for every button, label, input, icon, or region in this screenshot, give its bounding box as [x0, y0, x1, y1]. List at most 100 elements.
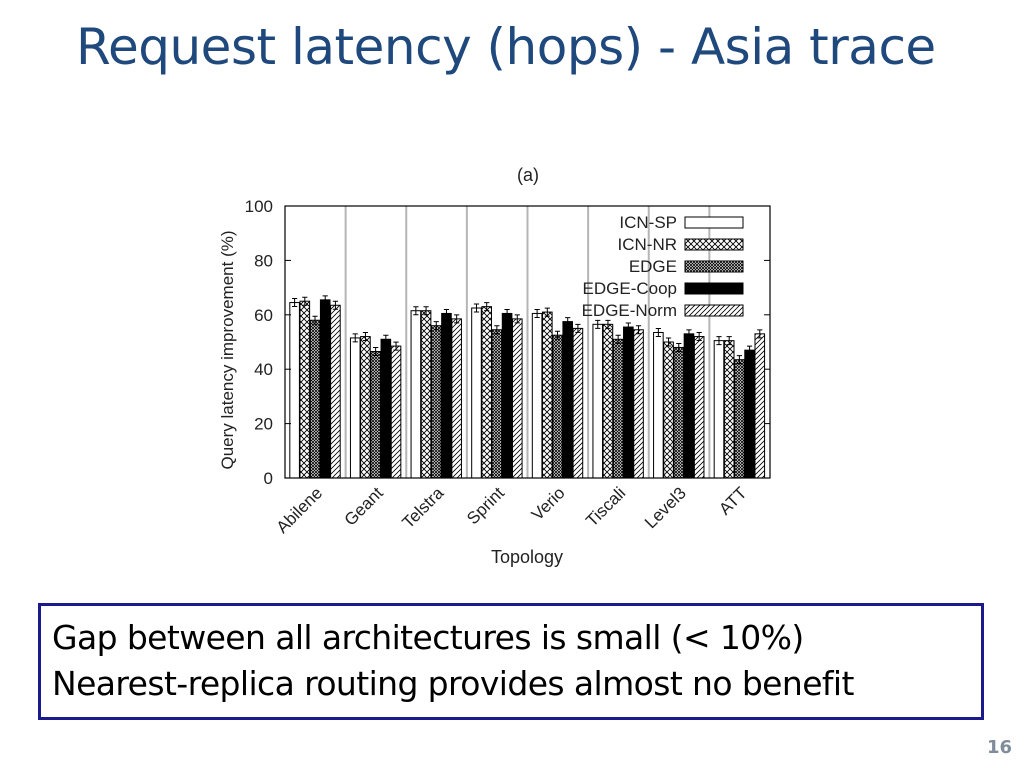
error-bar	[332, 300, 339, 310]
bar	[309, 319, 321, 479]
x-tick-label: Abilene	[273, 483, 327, 537]
y-tick-label: 100	[245, 197, 273, 216]
error-bar	[554, 330, 561, 340]
error-bar	[443, 308, 450, 318]
bar	[501, 312, 513, 479]
error-bar	[615, 334, 621, 344]
legend-swatch	[684, 304, 744, 317]
error-bar	[635, 325, 642, 335]
callout-line-2: Nearest-replica routing provides almost …	[52, 664, 854, 703]
bar	[602, 323, 614, 479]
bar-chart: (a) Query latency improvement (%) Topolo…	[218, 165, 771, 567]
error-bar	[484, 302, 490, 312]
error-bar	[433, 321, 439, 331]
bar	[370, 351, 381, 479]
bar	[552, 334, 563, 479]
legend-label: ICN-SP	[619, 213, 677, 232]
x-tick-label: ATT	[715, 483, 750, 518]
page-number: 16	[986, 737, 1012, 758]
legend-swatch	[684, 260, 744, 273]
error-bar	[726, 336, 732, 346]
legend-label: EDGE-Coop	[583, 279, 677, 298]
bar	[420, 310, 432, 479]
legend-label: EDGE-Norm	[582, 301, 677, 320]
chart-legend: ICN-SP ICN-NR EDGE EDGE-Coop EDGE-Norm	[582, 213, 744, 320]
grid-lines	[344, 206, 711, 478]
x-tick-label: Tiscali	[582, 483, 629, 530]
error-bar	[534, 308, 540, 318]
bar	[330, 304, 341, 479]
error-bar	[716, 336, 722, 346]
error-bar	[413, 306, 419, 316]
error-bar	[625, 322, 631, 332]
x-tick-label: Sprint	[463, 483, 508, 528]
bar	[734, 359, 745, 479]
y-tick-label: 40	[254, 360, 273, 379]
error-bar	[352, 333, 358, 343]
legend-label: ICN-NR	[618, 235, 678, 254]
error-bar	[494, 325, 500, 335]
bar	[592, 323, 604, 479]
chart-container: (a) Query latency improvement (%) Topolo…	[205, 160, 805, 580]
bar	[612, 338, 624, 479]
bar	[360, 336, 371, 479]
key-points-callout: Gap between all architectures is small (…	[38, 603, 984, 720]
error-bar	[696, 332, 702, 342]
bar	[693, 336, 705, 479]
bar	[430, 325, 442, 479]
error-bar	[686, 329, 692, 339]
legend-swatch	[684, 282, 744, 295]
error-bar	[514, 314, 520, 324]
y-axis-label: Query latency improvement (%)	[218, 230, 237, 469]
error-bar	[302, 296, 308, 306]
bar	[683, 333, 695, 479]
error-bar	[746, 345, 753, 355]
error-bar	[655, 327, 661, 337]
legend-label: EDGE	[629, 257, 677, 276]
error-bar	[393, 341, 399, 351]
bar	[299, 300, 311, 479]
x-tick-label: Verio	[528, 483, 569, 524]
bar	[390, 345, 402, 479]
bar	[319, 299, 331, 479]
bar	[572, 327, 584, 479]
x-tick-label: Geant	[341, 483, 387, 529]
bar	[673, 346, 685, 479]
callout-line-1: Gap between all architectures is small (…	[52, 618, 804, 657]
slide-title: Request latency (hops) - Asia trace	[76, 18, 936, 76]
error-bar	[454, 314, 460, 324]
bar	[653, 331, 664, 479]
error-bar	[473, 303, 480, 313]
bar	[623, 326, 634, 479]
bar	[441, 312, 452, 479]
y-tick-label: 80	[254, 251, 273, 270]
x-tick-label: Level3	[641, 483, 690, 532]
y-tick-label: 0	[264, 469, 273, 488]
error-bar	[575, 323, 581, 333]
error-bar	[362, 332, 369, 342]
error-bar	[605, 319, 611, 329]
bar	[491, 329, 503, 479]
bar	[451, 318, 462, 479]
bar	[744, 349, 755, 479]
legend-swatch	[684, 216, 744, 229]
chart-title: (a)	[517, 165, 539, 185]
error-bar	[423, 306, 429, 316]
legend-swatch	[684, 238, 744, 251]
error-bar	[736, 355, 742, 365]
error-bar	[665, 337, 672, 347]
error-bar	[676, 342, 682, 352]
bar	[289, 302, 300, 479]
error-bar	[757, 329, 763, 339]
error-bar	[322, 295, 328, 305]
error-bar	[383, 334, 389, 344]
bar	[511, 318, 523, 479]
error-bar	[595, 319, 601, 329]
bar	[380, 338, 392, 479]
error-bar	[544, 307, 550, 317]
error-bar	[373, 347, 379, 357]
error-bar	[504, 308, 510, 318]
bar	[542, 311, 553, 479]
bar	[481, 306, 492, 479]
bar	[410, 310, 422, 479]
